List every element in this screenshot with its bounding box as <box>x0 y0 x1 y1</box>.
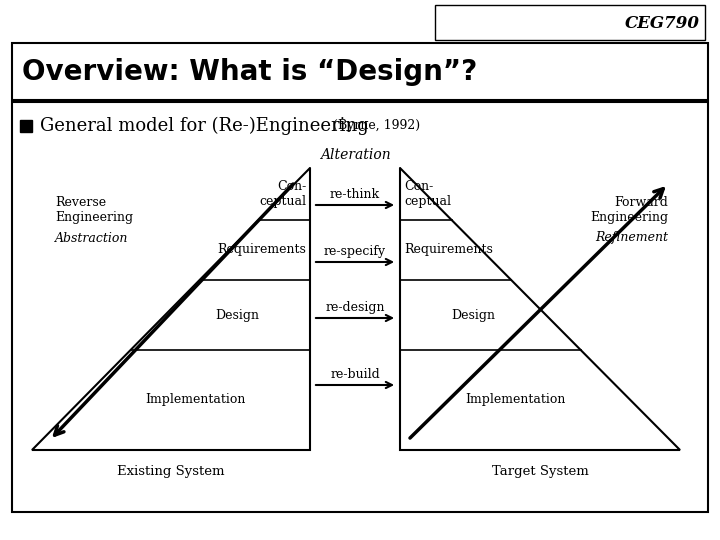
Text: Con-
ceptual: Con- ceptual <box>404 180 451 208</box>
Text: Con-
ceptual: Con- ceptual <box>259 180 306 208</box>
Text: Alteration: Alteration <box>320 148 390 162</box>
Text: re-build: re-build <box>330 368 380 381</box>
Bar <box>435 5 705 40</box>
Text: Implementation: Implementation <box>465 394 565 407</box>
Text: re-think: re-think <box>330 187 380 200</box>
Text: Overview: What is “Design”?: Overview: What is “Design”? <box>22 58 477 86</box>
Text: Design: Design <box>215 308 259 321</box>
Bar <box>12 102 708 512</box>
Text: Reverse
Engineering: Reverse Engineering <box>55 195 133 225</box>
Text: Target System: Target System <box>492 465 588 478</box>
Text: Design: Design <box>451 308 495 321</box>
Text: Abstraction: Abstraction <box>55 232 128 245</box>
Text: CEG790: CEG790 <box>625 15 700 31</box>
Text: Requirements: Requirements <box>404 244 493 256</box>
Text: Requirements: Requirements <box>217 244 306 256</box>
Text: Implementation: Implementation <box>145 394 246 407</box>
Bar <box>12 43 708 100</box>
Text: re-design: re-design <box>325 300 384 314</box>
Text: General model for (Re-)Engineering: General model for (Re-)Engineering <box>40 117 369 135</box>
Text: re-specify: re-specify <box>324 245 386 258</box>
Text: (Byrne, 1992): (Byrne, 1992) <box>333 119 420 132</box>
Text: Existing System: Existing System <box>117 465 225 478</box>
Text: Forward
Engineering: Forward Engineering <box>590 195 668 225</box>
Text: Refinement: Refinement <box>595 232 668 245</box>
